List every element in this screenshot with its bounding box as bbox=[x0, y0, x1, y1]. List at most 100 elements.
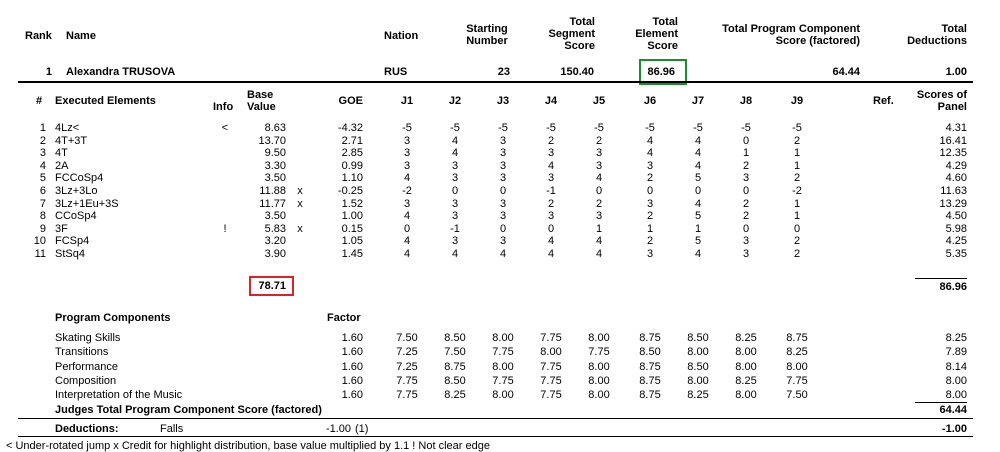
element-judge-3-score: 3 bbox=[499, 147, 507, 160]
component-judge-8-score: 8.00 bbox=[735, 389, 757, 402]
component-judge-7-score: 8.50 bbox=[687, 332, 709, 344]
element-judge-8-score: 1 bbox=[742, 147, 750, 160]
component-judge-2-score: 8.50 bbox=[444, 374, 466, 387]
component-judge-6-score: 8.75 bbox=[639, 374, 661, 387]
element-judge-5-score: 0 bbox=[595, 185, 603, 197]
element-goe: 1.10 bbox=[341, 172, 363, 185]
component-judge-2-score: 8.50 bbox=[444, 332, 466, 344]
element-number: 5 bbox=[39, 172, 46, 185]
element-goe: -0.25 bbox=[337, 185, 363, 197]
element-base-value: 11.88 bbox=[259, 185, 286, 197]
component-judge-2-score: 8.75 bbox=[444, 360, 466, 373]
element-judge-5-score: 2 bbox=[595, 134, 603, 147]
elements-goe-header: GOE bbox=[338, 95, 363, 107]
element-name: 4T bbox=[55, 147, 68, 160]
component-judge-7-score: 8.25 bbox=[687, 389, 709, 402]
deductions-header: Total Deductions bbox=[907, 23, 967, 47]
element-judge-9-score: 1 bbox=[793, 197, 801, 210]
element-judge-9-score: -2 bbox=[792, 185, 802, 197]
element-base-value: 9.50 bbox=[264, 147, 286, 160]
component-judge-3-score: 8.00 bbox=[492, 360, 514, 373]
judge-header-9: J9 bbox=[790, 95, 804, 107]
element-judge-1-score: 4 bbox=[403, 235, 411, 248]
component-judge-1-score: 7.75 bbox=[396, 374, 418, 387]
component-judge-5-score: 8.00 bbox=[588, 374, 610, 387]
component-judge-1-score: 7.25 bbox=[396, 346, 418, 359]
component-judge-6-score: 8.75 bbox=[639, 389, 661, 402]
deductions-value: -1.00 bbox=[325, 423, 351, 435]
element-number: 7 bbox=[39, 197, 46, 210]
skater-tss: 150.40 bbox=[560, 66, 594, 78]
element-judge-2-score: 3 bbox=[451, 159, 459, 172]
component-name: Transitions bbox=[55, 346, 109, 359]
element-judge-8-score: -5 bbox=[741, 122, 751, 134]
element-panel-score: 4.29 bbox=[945, 159, 967, 172]
element-judge-2-score: 3 bbox=[451, 235, 459, 248]
base-total-highlight-box bbox=[249, 276, 294, 296]
component-judge-3-score: 8.00 bbox=[492, 332, 514, 344]
element-judge-6-score: 2 bbox=[646, 235, 654, 248]
pcs-total-label: Judges Total Program Component Score (fa… bbox=[55, 404, 322, 416]
component-factor: 1.60 bbox=[341, 360, 363, 373]
element-judge-7-score: 4 bbox=[694, 134, 702, 147]
component-judge-7-score: 8.00 bbox=[687, 374, 709, 387]
element-judge-1-score: 4 bbox=[403, 210, 411, 223]
element-info: ! bbox=[223, 222, 227, 235]
element-judge-1-score: 3 bbox=[403, 159, 411, 172]
element-judge-7-score: -5 bbox=[693, 122, 703, 134]
element-judge-6-score: 3 bbox=[646, 159, 654, 172]
skater-name: Alexandra TRUSOVA bbox=[66, 66, 176, 78]
component-judge-4-score: 7.75 bbox=[540, 332, 562, 344]
elements-scores-header: Scores of Panel bbox=[916, 89, 967, 113]
element-name: 3F bbox=[55, 222, 68, 235]
element-base-value: 3.50 bbox=[264, 210, 286, 223]
element-panel-score: 5.35 bbox=[945, 248, 967, 260]
element-judge-8-score: 2 bbox=[742, 159, 750, 172]
component-judge-8-score: 8.25 bbox=[735, 332, 757, 344]
element-judge-4-score: -1 bbox=[546, 185, 556, 197]
judge-header-3: J3 bbox=[496, 95, 510, 107]
component-score: 8.00 bbox=[945, 389, 967, 402]
element-panel-score: 11.63 bbox=[940, 185, 967, 197]
component-judge-9-score: 8.00 bbox=[786, 360, 808, 373]
element-name: FCCoSp4 bbox=[55, 172, 104, 185]
component-judge-2-score: 8.25 bbox=[444, 389, 466, 402]
component-judge-1-score: 7.75 bbox=[396, 389, 418, 402]
element-base-value: 3.50 bbox=[264, 172, 286, 185]
element-number: 3 bbox=[39, 147, 46, 160]
judge-header-2: J2 bbox=[448, 95, 462, 107]
elements-info-header: Info bbox=[213, 101, 234, 113]
element-goe: -4.32 bbox=[337, 122, 363, 134]
element-judge-5-score: 4 bbox=[595, 235, 603, 248]
element-panel-score: 16.41 bbox=[939, 134, 967, 147]
deductions-type: Falls bbox=[160, 423, 184, 435]
element-judge-6-score: 4 bbox=[646, 134, 654, 147]
element-number: 8 bbox=[39, 210, 46, 223]
element-judge-5-score: 2 bbox=[595, 197, 603, 210]
component-score: 7.89 bbox=[945, 346, 967, 359]
element-judge-8-score: 3 bbox=[742, 172, 750, 185]
element-judge-8-score: 3 bbox=[742, 235, 750, 248]
component-name: Interpretation of the Music bbox=[55, 389, 183, 402]
element-judge-5-score: -5 bbox=[594, 122, 604, 134]
element-judge-2-score: 4 bbox=[451, 147, 459, 160]
element-judge-4-score: 3 bbox=[547, 210, 555, 223]
component-judge-4-score: 7.75 bbox=[540, 374, 562, 387]
component-score: 8.00 bbox=[945, 374, 967, 387]
element-judge-6-score: 0 bbox=[646, 185, 654, 197]
element-judge-2-score: 4 bbox=[451, 134, 459, 147]
element-bonus-mark: x bbox=[297, 197, 303, 210]
tes-total: 86.96 bbox=[939, 281, 967, 293]
element-name: FCSp4 bbox=[55, 235, 90, 248]
element-base-value: 13.70 bbox=[258, 134, 286, 147]
component-name: Skating Skills bbox=[55, 332, 121, 344]
element-name: 4Lz< bbox=[55, 122, 80, 134]
element-judge-4-score: 3 bbox=[547, 147, 555, 160]
component-factor: 1.60 bbox=[341, 374, 363, 387]
elements-base-header: Base Value bbox=[247, 89, 276, 113]
deductions-top-rule bbox=[18, 418, 973, 419]
element-judge-2-score: 0 bbox=[451, 185, 459, 197]
element-judge-4-score: 4 bbox=[547, 248, 555, 260]
factor-header: Factor bbox=[327, 312, 361, 324]
element-judge-3-score: 3 bbox=[499, 235, 507, 248]
